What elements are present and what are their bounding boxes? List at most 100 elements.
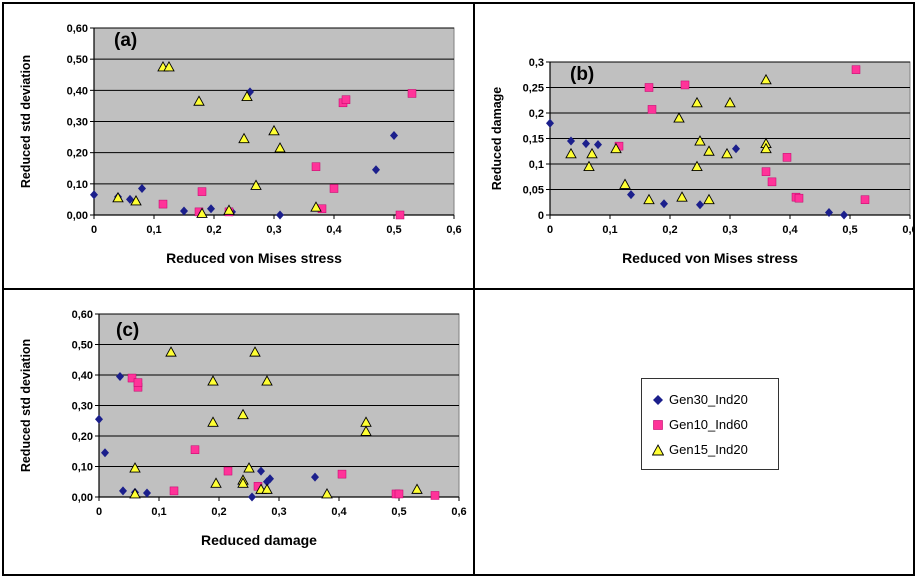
diamond-marker-icon (653, 394, 663, 405)
legend-label: Gen10_Ind60 (669, 417, 748, 432)
data-point-diamond (546, 118, 554, 128)
data-point-triangle (310, 201, 322, 212)
data-point-triangle (691, 160, 703, 172)
data-point-square (430, 491, 440, 500)
data-point-triangle (586, 147, 598, 159)
data-point-square (761, 167, 771, 176)
x-tick-label: 0,3 (722, 224, 737, 236)
x-tick-label: 0,3 (266, 224, 281, 236)
data-point-triangle (610, 142, 622, 154)
data-point-square (851, 65, 861, 74)
legend-item-gen30: Gen30_Ind20 (652, 387, 778, 412)
data-point-triangle (703, 193, 715, 205)
data-point-triangle (703, 145, 715, 156)
panel-label: (b) (570, 64, 594, 85)
x-tick-label: 0,5 (391, 506, 406, 518)
data-point-square (860, 195, 870, 204)
data-point-triangle (583, 160, 595, 172)
data-point-square (158, 199, 168, 209)
data-point-diamond (311, 472, 319, 482)
data-point-diamond (660, 199, 668, 209)
data-point-triangle (760, 73, 772, 85)
x-tick-label: 0,4 (326, 224, 342, 236)
data-point-triangle (643, 193, 655, 205)
x-axis-label: Reduced von Mises stress (622, 250, 798, 266)
data-point-triangle (268, 124, 280, 136)
data-point-triangle (274, 142, 286, 153)
data-point-square (337, 469, 347, 479)
data-point-square (127, 373, 137, 383)
data-point-triangle (261, 483, 273, 494)
data-point-diamond (138, 184, 146, 194)
data-point-diamond (372, 165, 380, 175)
data-point-triangle (163, 61, 175, 72)
data-point-diamond (732, 144, 740, 154)
y-axis-label: Reduced std deviation (19, 339, 33, 472)
x-tick-label: 0,1 (151, 506, 166, 518)
data-point-diamond (119, 486, 127, 496)
x-tick-label: 0,2 (662, 224, 677, 236)
y-tick-label: 0,00 (72, 492, 93, 504)
y-tick-label: 0,2 (529, 108, 544, 120)
x-axis-label: Reduced von Mises stress (166, 250, 342, 266)
legend-item-gen15: Gen15_Ind20 (652, 437, 778, 462)
chart-b: 0 0,05 0,1 0,15 0,2 0,25 0,3 0 0,1 0,2 0,3 0,4 0,5 0,… (490, 57, 913, 266)
data-point-diamond (696, 200, 704, 210)
data-point-square (794, 193, 804, 203)
y-tick-label: 0,10 (67, 179, 88, 191)
data-point-diamond (276, 210, 284, 220)
chart-c: 0,00 0,10 0,20 0,30 0,40 0,50 0,60 0 0,1 0,2 0,3 0,… (19, 309, 467, 548)
data-point-diamond (101, 448, 109, 458)
data-point-square (341, 95, 351, 104)
data-point-triangle (694, 135, 706, 146)
y-tick-label: 0,60 (72, 309, 93, 321)
data-point-triangle (207, 375, 219, 386)
y-tick-label: 0,25 (523, 83, 544, 95)
data-point-triangle (619, 178, 631, 189)
legend: Gen30_Ind20 Gen10_Ind60 Gen15_Ind20 (641, 378, 779, 470)
data-point-triangle (691, 96, 703, 108)
data-point-diamond (248, 492, 256, 502)
data-point-triangle (193, 95, 205, 106)
data-point-diamond (840, 210, 848, 220)
data-point-square (329, 184, 339, 193)
y-tick-label: 0,3 (529, 57, 544, 69)
y-tick-label: 0,1 (529, 159, 544, 171)
data-point-triangle (721, 147, 733, 159)
data-point-diamond (257, 466, 265, 476)
data-point-triangle (243, 462, 255, 473)
legend-label: Gen15_Ind20 (669, 442, 748, 457)
x-tick-label: 0,5 (386, 224, 401, 236)
data-point-triangle (237, 477, 249, 488)
data-point-triangle (241, 90, 253, 102)
x-tick-label: 0,4 (331, 506, 347, 518)
data-point-square (782, 153, 792, 162)
panel-label: (a) (114, 30, 137, 51)
x-tick-label: 0,2 (211, 506, 226, 518)
data-point-triangle (673, 112, 685, 123)
x-tick-label: 0,4 (782, 224, 798, 236)
y-axis-label: Reduced damage (490, 87, 504, 191)
data-point-triangle (724, 96, 736, 108)
data-point-triangle (165, 346, 177, 357)
y-tick-label: 0,40 (72, 370, 93, 382)
data-point-square (680, 80, 690, 90)
data-point-triangle (210, 477, 222, 488)
data-point-diamond (116, 372, 124, 382)
data-point-triangle (321, 488, 333, 499)
y-tick-label: 0,10 (72, 462, 93, 474)
x-tick-label: 0,6 (446, 224, 461, 236)
data-point-triangle (250, 179, 262, 190)
data-point-triangle (196, 207, 208, 218)
data-point-triangle (129, 488, 141, 499)
x-tick-label: 0 (91, 224, 97, 236)
data-point-square (394, 489, 404, 499)
data-point-diamond (627, 190, 635, 200)
y-tick-label: 0,30 (67, 117, 88, 129)
y-tick-label: 0,50 (72, 340, 93, 352)
data-point-square (190, 445, 200, 454)
data-point-triangle (676, 191, 688, 202)
data-point-triangle (360, 425, 372, 436)
y-tick-label: 0,30 (72, 401, 93, 413)
y-axis-label: Reduced std deviation (19, 55, 33, 188)
